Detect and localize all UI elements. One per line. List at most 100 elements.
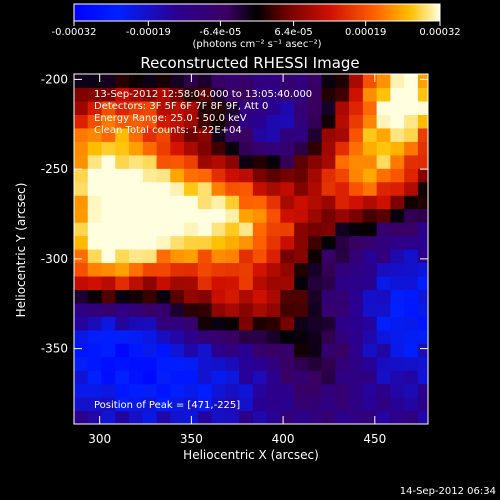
heatmap-cell (376, 397, 391, 412)
heatmap-cell (376, 370, 391, 385)
heatmap-cell (74, 127, 89, 142)
heatmap-cell (129, 141, 144, 156)
heatmap-cell (170, 154, 185, 169)
heatmap-cell (74, 249, 89, 264)
heatmap-cell (129, 316, 144, 331)
heatmap-cell (142, 356, 158, 371)
heatmap-cell (252, 74, 268, 89)
heatmap-cell (349, 181, 364, 196)
heatmap-cell (115, 397, 130, 412)
heatmap-cell (74, 114, 89, 129)
heatmap-cell (335, 397, 350, 412)
heatmap-cell (252, 275, 268, 290)
heatmap-cell (101, 289, 116, 304)
heatmap-cell (115, 249, 130, 264)
heatmap-cell (252, 316, 268, 331)
heatmap-cell (280, 127, 295, 142)
heatmap-cell (335, 87, 350, 102)
heatmap-cell (170, 329, 185, 344)
heatmap-cell (390, 154, 405, 169)
heatmap-cell (197, 208, 213, 223)
colorbar-unit-label: (photons cm⁻² s⁻¹ asec⁻²) (192, 39, 321, 50)
heatmap-cell (307, 181, 323, 196)
heatmap-cell (294, 289, 309, 304)
heatmap-cell (390, 208, 405, 223)
heatmap-cell (74, 208, 89, 223)
heatmap-cell (349, 127, 364, 142)
heatmap-cell (362, 383, 378, 398)
heatmap-cell (404, 208, 419, 223)
heatmap-cell (142, 195, 158, 210)
heatmap-cell (349, 262, 364, 277)
heatmap-cell (239, 222, 254, 237)
heatmap-cell (197, 316, 213, 331)
heatmap-cell (170, 74, 185, 89)
heatmap-cell (239, 410, 254, 424)
heatmap-cell (142, 397, 158, 412)
heatmap-cell (362, 222, 378, 237)
x-tick-label: 350 (180, 432, 203, 446)
y-tick-label: -300 (41, 252, 68, 266)
heatmap-cell (417, 275, 428, 290)
heatmap-cell (129, 235, 144, 250)
heatmap-cell (142, 222, 158, 237)
heatmap-cell (280, 100, 295, 115)
heatmap-cell (170, 222, 185, 237)
heatmap-cell (321, 410, 336, 424)
heatmap-cell (197, 222, 213, 237)
heatmap-cell (74, 235, 89, 250)
heatmap-cell (142, 410, 158, 424)
heatmap-cell (170, 114, 185, 129)
heatmap-cell (266, 141, 281, 156)
heatmap-cell (225, 195, 240, 210)
heatmap-cell (376, 181, 391, 196)
heatmap-cell (280, 329, 295, 344)
heatmap-cell (376, 100, 391, 115)
heatmap-cell (211, 222, 226, 237)
heatmap-cell (321, 74, 336, 89)
heatmap-cell (197, 127, 213, 142)
heatmap-cell (335, 289, 350, 304)
heatmap-cell (417, 181, 428, 196)
heatmap-cell (87, 222, 103, 237)
heatmap-cell (362, 410, 378, 424)
heatmap-cell (225, 127, 240, 142)
heatmap-cell (156, 168, 171, 183)
heatmap-cell (294, 410, 309, 424)
heatmap-cell (280, 410, 295, 424)
heatmap-cell (280, 87, 295, 102)
heatmap-cell (307, 410, 323, 424)
heatmap-cell (74, 262, 89, 277)
heatmap-cell (294, 127, 309, 142)
heatmap-cell (197, 410, 213, 424)
heatmap-cell (349, 114, 364, 129)
heatmap-cell (225, 74, 240, 89)
heatmap-cell (101, 141, 116, 156)
heatmap-cell (376, 275, 391, 290)
heatmap-cell (362, 343, 378, 358)
heatmap-cell (225, 316, 240, 331)
heatmap-cell (390, 168, 405, 183)
heatmap-cell (252, 127, 268, 142)
heatmap-cell (170, 181, 185, 196)
heatmap-cell (335, 127, 350, 142)
heatmap-cell (87, 74, 103, 89)
heatmap-cell (321, 383, 336, 398)
heatmap-cell (404, 302, 419, 317)
heatmap-cell (211, 141, 226, 156)
heatmap-cell (184, 154, 199, 169)
heatmap-cell (142, 370, 158, 385)
heatmap-cell (390, 127, 405, 142)
heatmap-cell (252, 397, 268, 412)
heatmap-cell (294, 356, 309, 371)
heatmap-cell (74, 275, 89, 290)
heatmap-cell (294, 154, 309, 169)
heatmap-cell (390, 141, 405, 156)
heatmap-cell (74, 329, 89, 344)
heatmap-cell (252, 410, 268, 424)
heatmap-cell (197, 154, 213, 169)
heatmap-cell (404, 127, 419, 142)
heatmap-cell (266, 222, 281, 237)
heatmap-cell (335, 100, 350, 115)
heatmap-cell (321, 275, 336, 290)
